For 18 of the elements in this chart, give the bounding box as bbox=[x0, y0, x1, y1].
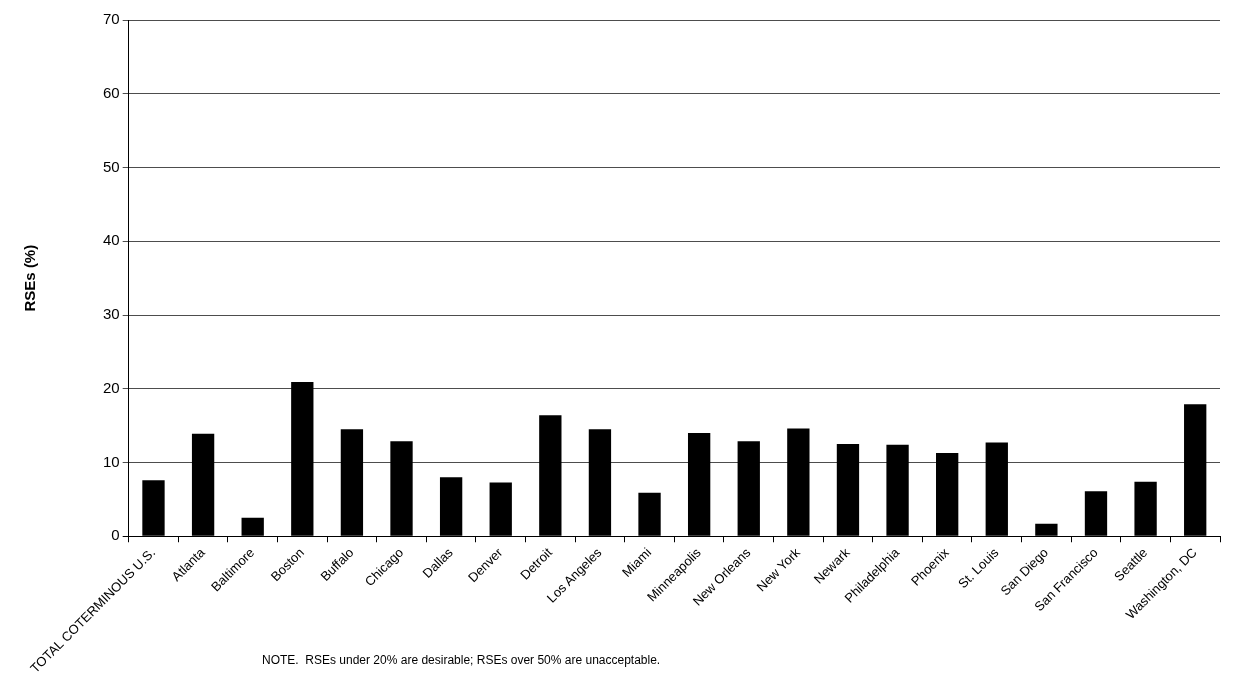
y-tick-label: 50 bbox=[103, 157, 120, 175]
bar bbox=[1035, 523, 1058, 536]
bar bbox=[1084, 491, 1108, 536]
bar bbox=[439, 477, 463, 536]
bar bbox=[142, 480, 165, 536]
bar bbox=[489, 482, 512, 536]
y-tick-label: 10 bbox=[103, 452, 120, 470]
y-tick-label: 30 bbox=[103, 305, 120, 323]
y-tick-label: 70 bbox=[103, 10, 120, 28]
text: NOTE. RSEs under 20% are desirable; RSEs over 50% are unacceptable. bbox=[262, 653, 661, 667]
bar bbox=[241, 517, 264, 536]
y-axis-title: RSEs (%) bbox=[21, 244, 39, 312]
bar bbox=[1134, 481, 1157, 536]
bar bbox=[638, 492, 661, 536]
y-tick-label: 40 bbox=[103, 231, 120, 249]
y-tick-label: 20 bbox=[103, 378, 120, 396]
y-tick-label: 60 bbox=[103, 83, 120, 101]
y-tick-label: 0 bbox=[111, 526, 120, 544]
